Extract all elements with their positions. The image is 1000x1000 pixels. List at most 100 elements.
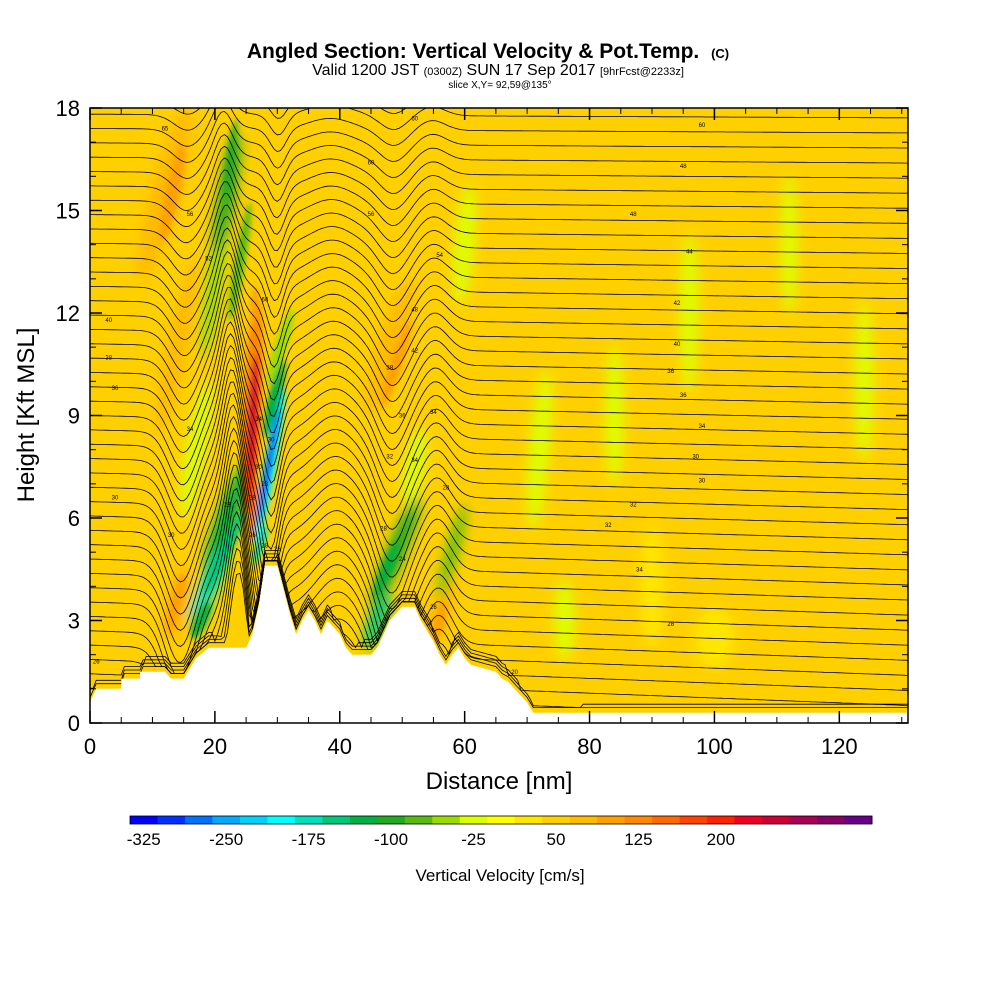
velocity-core [488, 223, 517, 403]
colorbar-swatch [130, 816, 158, 824]
contour-label: 48 [680, 164, 687, 170]
contour-label: 42 [674, 301, 681, 307]
isentrope [90, 522, 908, 676]
colorbar-swatch [239, 816, 268, 824]
y-tick-label: 9 [68, 404, 80, 429]
velocity-core [527, 369, 552, 530]
contour-label: 20 [511, 670, 518, 676]
colorbar-swatch [349, 816, 378, 824]
colorbar-swatch [652, 816, 681, 824]
velocity-core [156, 259, 199, 436]
contour-label: 42 [411, 349, 418, 355]
isentrope [90, 344, 908, 501]
contour-label: 60 [411, 116, 418, 122]
contour-label: 30 [692, 455, 699, 461]
contour-label: 28 [443, 485, 450, 491]
isentrope [90, 369, 908, 534]
velocity-core [374, 541, 399, 598]
y-tick-label: 3 [68, 609, 80, 634]
colorbar-swatch [184, 816, 213, 824]
isentrope [90, 298, 908, 433]
x-tick-label: 100 [696, 734, 733, 759]
x-axis-label: Distance [nm] [426, 768, 573, 795]
slice-info: slice X,Y= 92,59@135° [448, 80, 551, 91]
chart-title-suffix: (C) [711, 46, 729, 61]
isentrope [90, 451, 908, 631]
x-tick-label: 80 [577, 734, 601, 759]
valid-time: Valid 1200 JST [312, 62, 420, 79]
velocity-core [879, 140, 900, 281]
velocity-core [339, 237, 378, 354]
contour-label: 40 [674, 342, 681, 348]
contour-label: 40 [105, 318, 112, 324]
isentrope [90, 439, 908, 615]
y-tick-label: 18 [56, 96, 80, 121]
contour-labels: 60 60 65 60 48 56 56 48 52 54 44 60 48 42 40 42 40 38 38 36… [93, 116, 706, 676]
isentrope [90, 356, 908, 518]
x-tick-label: 120 [821, 734, 858, 759]
isentrope [90, 286, 908, 417]
velocity-core [308, 331, 359, 466]
isentrope [90, 381, 908, 551]
velocity-core [111, 462, 144, 642]
contour-label: 26 [430, 605, 437, 611]
contour-label: 60 [699, 123, 706, 129]
contour-label: 56 [187, 212, 194, 218]
velocity-core [180, 380, 212, 519]
contour-label: 26 [249, 533, 256, 539]
contour-label: 28 [667, 622, 674, 628]
colorbar-tick-label: -250 [209, 830, 243, 849]
velocity-core [453, 184, 476, 305]
y-tick-label: 6 [68, 506, 80, 531]
colorbar-swatch [624, 816, 653, 824]
contour-label: 32 [630, 502, 637, 508]
velocity-core [437, 503, 467, 601]
velocity-core [565, 154, 590, 335]
isentrope [90, 145, 908, 219]
chart-title: Angled Section: Vertical Velocity & Pot.… [247, 40, 699, 63]
isentrope [90, 239, 908, 352]
contour-label: 54 [436, 253, 443, 259]
isentrope [90, 427, 908, 599]
colorbar-swatch [212, 816, 241, 824]
isentrope [90, 204, 908, 302]
isentrope [90, 274, 908, 401]
isentrope [90, 108, 908, 136]
contour-label: 38 [386, 366, 393, 372]
contour-label: 30 [699, 478, 706, 484]
potential-temperature-contours [90, 108, 908, 709]
contour-label: 36 [112, 386, 119, 392]
isentrope [90, 227, 908, 335]
velocity-core [262, 359, 286, 438]
contour-label: 36 [680, 393, 687, 399]
contour-label: 48 [411, 308, 418, 314]
contour-label: 28 [380, 526, 387, 532]
contour-label: 24 [399, 557, 406, 563]
velocity-core [554, 580, 575, 661]
velocity-core [613, 614, 642, 695]
colorbar-swatch [157, 816, 186, 824]
contour-label: 34 [699, 424, 706, 430]
velocity-core [364, 592, 390, 649]
velocity-core [97, 302, 133, 461]
svg-text:Angled Section: Vertical Veloc: Angled Section: Vertical Velocity & Pot.… [247, 40, 729, 63]
velocity-core [159, 144, 185, 243]
isentrope [90, 134, 908, 202]
forecast-run: [9hrFcst@2233z] [600, 66, 684, 78]
isentrope [90, 181, 908, 268]
colorbar-swatch [294, 816, 323, 824]
colorbar-swatch [789, 816, 818, 824]
contour-label: 36 [667, 369, 674, 375]
colorbar-swatch [597, 816, 626, 824]
contour-label: 30 [168, 533, 175, 539]
isentrope [90, 262, 908, 385]
isentrope [90, 499, 908, 674]
isentrope [90, 250, 908, 368]
isentrope [172, 108, 407, 119]
colorbar-swatch [707, 816, 736, 824]
contour-label: 28 [261, 482, 268, 488]
colorbar-swatch [377, 816, 406, 824]
contour-label: 36 [399, 414, 406, 420]
velocity-core [250, 286, 259, 327]
